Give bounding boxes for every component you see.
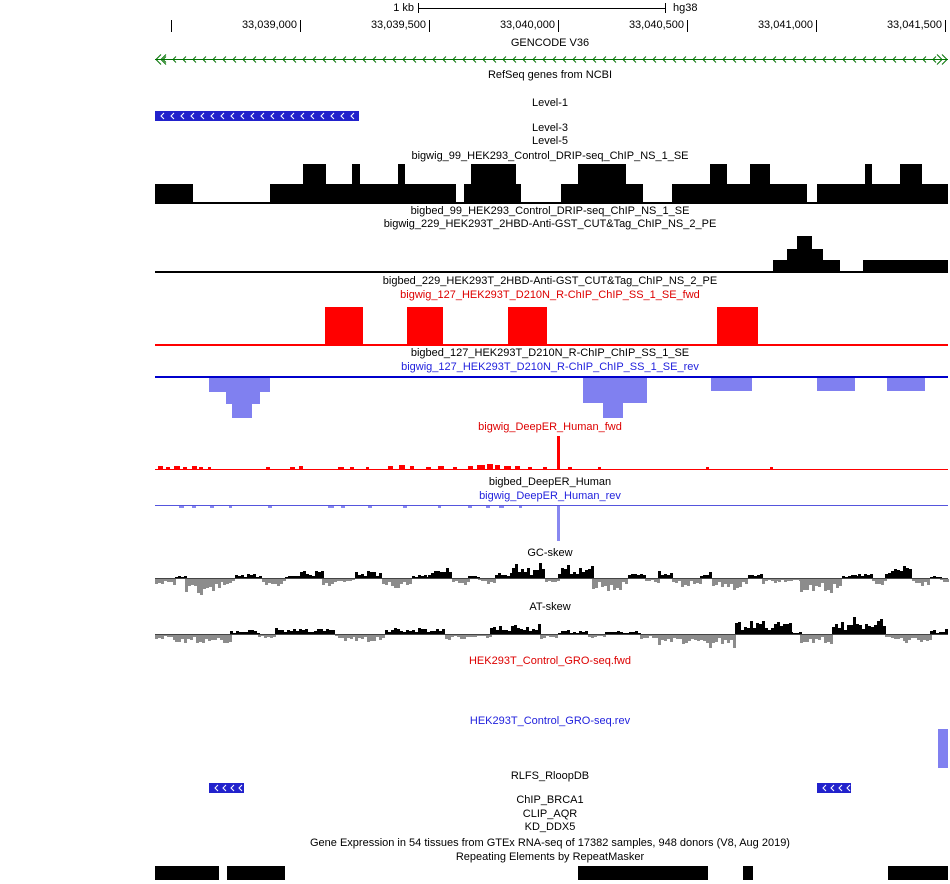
track-label-gro-rev: HEK293T_Control_GRO-seq.rev xyxy=(469,715,631,727)
track-label-rchip-bigbed: bigbed_127_HEK293T_D210N_R-ChIP_ChIP_SS_… xyxy=(410,347,690,359)
track-label-rchip-fwd: bigwig_127_HEK293T_D210N_R-ChIP_ChIP_SS_… xyxy=(400,289,700,301)
track-label-deeper-bigbed: bigbed_DeepER_Human xyxy=(488,476,612,488)
track-label-refseq: RefSeq genes from NCBI xyxy=(487,69,613,81)
gro_rev_signal-graphic[interactable] xyxy=(938,729,948,768)
track-label-drip-bigwig: bigwig_99_HEK293_Control_DRIP-seq_ChIP_N… xyxy=(411,150,689,162)
track-label-gc-skew: GC-skew xyxy=(527,547,573,559)
track-label-gro-fwd: HEK293T_Control_GRO-seq.fwd xyxy=(468,655,631,667)
at_skew_signal-graphic[interactable] xyxy=(155,617,948,648)
track-label-rlfs: RLFS_RloopDB xyxy=(510,770,590,782)
level1_item-graphic[interactable] xyxy=(155,111,359,121)
deeper_rev_signal-graphic[interactable] xyxy=(155,505,948,541)
repeat_items-graphic[interactable] xyxy=(155,866,948,880)
track-label-chip-brca1: ChIP_BRCA1 xyxy=(516,794,584,806)
track-label-level1: Level-1 xyxy=(531,97,569,109)
gencode_gene-graphic[interactable] xyxy=(155,54,948,65)
coordinate-label[interactable]: 33,040,000 xyxy=(499,19,555,31)
track-label-repeatmasker: Repeating Elements by RepeatMasker xyxy=(455,851,645,863)
track-label-gencode: GENCODE V36 xyxy=(510,37,590,49)
track-label-level5: Level-5 xyxy=(531,135,569,147)
coordinate-ticks[interactable] xyxy=(171,20,946,32)
coordinate-label[interactable]: 33,039,500 xyxy=(370,19,426,31)
coordinate-label[interactable]: 33,041,000 xyxy=(757,19,813,31)
rlfs_items-graphic[interactable] xyxy=(209,783,851,793)
rchip_rev_signal-graphic[interactable] xyxy=(155,376,948,418)
drip_signal-graphic[interactable] xyxy=(155,164,948,204)
coordinate-label[interactable]: 33,041,500 xyxy=(886,19,942,31)
track-label-drip-bigbed: bigbed_99_HEK293_Control_DRIP-seq_ChIP_N… xyxy=(410,205,690,217)
track-label-gtex: Gene Expression in 54 tissues from GTEx … xyxy=(310,837,790,849)
coordinate-label[interactable]: 33,040,500 xyxy=(628,19,684,31)
gc_skew_signal-graphic[interactable] xyxy=(155,563,949,595)
assembly-label: hg38 xyxy=(673,2,698,14)
track-label-cuttag-bigbed: bigbed_229_HEK293T_2HBD-Anti-GST_CUT&Tag… xyxy=(382,275,718,287)
rchip_fwd_signal-graphic[interactable] xyxy=(155,307,948,346)
ruler-graphic[interactable] xyxy=(418,3,666,13)
track-label-deeper-fwd: bigwig_DeepER_Human_fwd xyxy=(478,421,622,433)
track-label-clip-aqr: CLIP_AQR xyxy=(522,808,578,820)
deeper_fwd_signal-graphic[interactable] xyxy=(155,436,948,470)
track-label-rchip-rev: bigwig_127_HEK293T_D210N_R-ChIP_ChIP_SS_… xyxy=(401,361,699,373)
coordinate-label[interactable]: 33,039,000 xyxy=(241,19,297,31)
track-label-cuttag-bigwig: bigwig_229_HEK293T_2HBD-Anti-GST_CUT&Tag… xyxy=(383,218,717,230)
track-label-at-skew: AT-skew xyxy=(529,601,571,613)
cuttag_signal-graphic[interactable] xyxy=(155,236,948,273)
track-label-level3: Level-3 xyxy=(531,122,569,134)
scale-bar-label: 1 kb xyxy=(393,2,414,14)
track-label-kd-ddx5: KD_DDX5 xyxy=(524,821,576,833)
track-label-deeper-rev: bigwig_DeepER_Human_rev xyxy=(479,490,621,502)
